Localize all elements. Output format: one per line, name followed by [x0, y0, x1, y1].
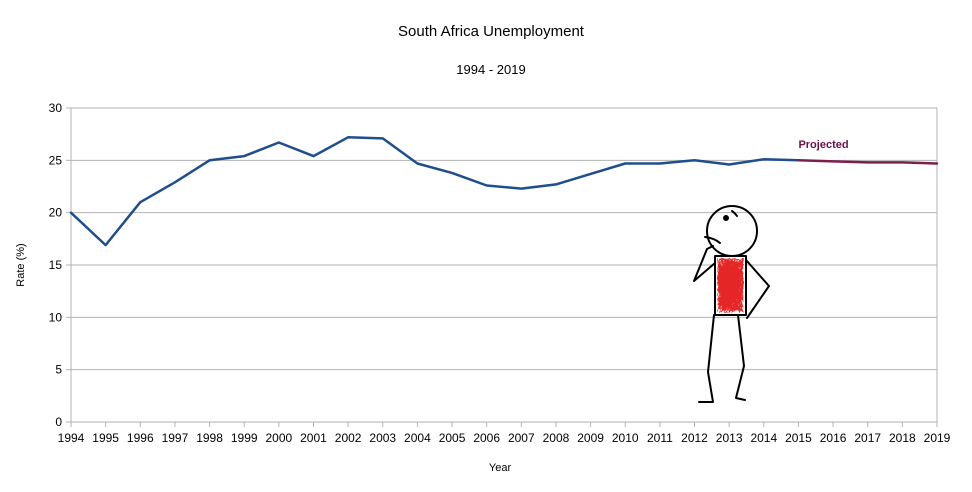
x-tick-label: 1999 — [231, 431, 258, 445]
x-tick-label: 2004 — [404, 431, 431, 445]
chart-subtitle: 1994 - 2019 — [456, 62, 525, 77]
x-tick-label: 2013 — [716, 431, 743, 445]
x-tick-label: 2010 — [612, 431, 639, 445]
y-tick-label: 0 — [55, 415, 62, 429]
x-tick-label: 2000 — [265, 431, 292, 445]
figure-thinking-arm — [693, 245, 716, 282]
y-tick-label: 15 — [49, 258, 63, 272]
x-tick-label: 1998 — [196, 431, 223, 445]
y-tick-label: 5 — [55, 363, 62, 377]
x-tick-label: 2008 — [543, 431, 570, 445]
x-tick-label: 2014 — [750, 431, 777, 445]
x-tick-label: 2003 — [369, 431, 396, 445]
y-tick-label: 25 — [49, 153, 63, 167]
figure-right-leg — [735, 314, 746, 401]
x-tick-label: 2005 — [439, 431, 466, 445]
x-tick-label: 2011 — [647, 431, 673, 445]
x-tick-label: 2016 — [820, 431, 847, 445]
x-tick-label: 1995 — [92, 431, 119, 445]
figure-left-leg — [698, 314, 715, 403]
y-tick-labels: 0 5 10 15 20 25 30 — [49, 101, 63, 429]
x-tick-label: 2017 — [854, 431, 881, 445]
x-tick-label: 2001 — [300, 431, 327, 445]
x-tick-label: 2009 — [577, 431, 604, 445]
annotations: Projected — [798, 139, 848, 151]
y-tick-label: 10 — [49, 310, 63, 324]
figure-shirt-red-scribble — [716, 257, 745, 314]
figure-eye — [723, 215, 729, 221]
x-tick-label: 2002 — [335, 431, 362, 445]
figure-head — [706, 205, 758, 257]
figure-hip-arm — [745, 259, 770, 319]
figure-eyebrow — [731, 210, 738, 217]
x-tick-label: 2018 — [889, 431, 916, 445]
figure-mouth — [704, 236, 721, 244]
x-tick-label: 2019 — [924, 431, 951, 445]
x-tick-label: 1996 — [127, 431, 154, 445]
chart-title: South Africa Unemployment — [398, 23, 585, 40]
y-tick-label: 30 — [49, 101, 63, 115]
series-line-projected — [797, 159, 939, 165]
x-axis-label: Year — [489, 462, 512, 474]
x-tick-label: 2006 — [473, 431, 500, 445]
grid-lines — [66, 107, 937, 423]
x-tick-label: 1994 — [58, 431, 85, 445]
x-tick-labels: 1994 1995 1996 1997 1998 1999 2000 2001 2002 2003… — [58, 422, 951, 445]
thinking-stick-figure-drawing — [693, 205, 770, 403]
annotation-label: Projected — [798, 139, 848, 151]
y-axis-label: Rate (%) — [15, 243, 27, 286]
y-tick-label: 20 — [49, 206, 63, 220]
axes — [70, 108, 938, 422]
series-line-actual — [69, 136, 800, 247]
x-tick-label: 2015 — [785, 431, 812, 445]
x-tick-label: 1997 — [162, 431, 189, 445]
series-lines — [69, 136, 939, 247]
x-tick-label: 2012 — [681, 431, 708, 445]
x-tick-label: 2007 — [508, 431, 535, 445]
shirt-scribble — [716, 257, 745, 314]
